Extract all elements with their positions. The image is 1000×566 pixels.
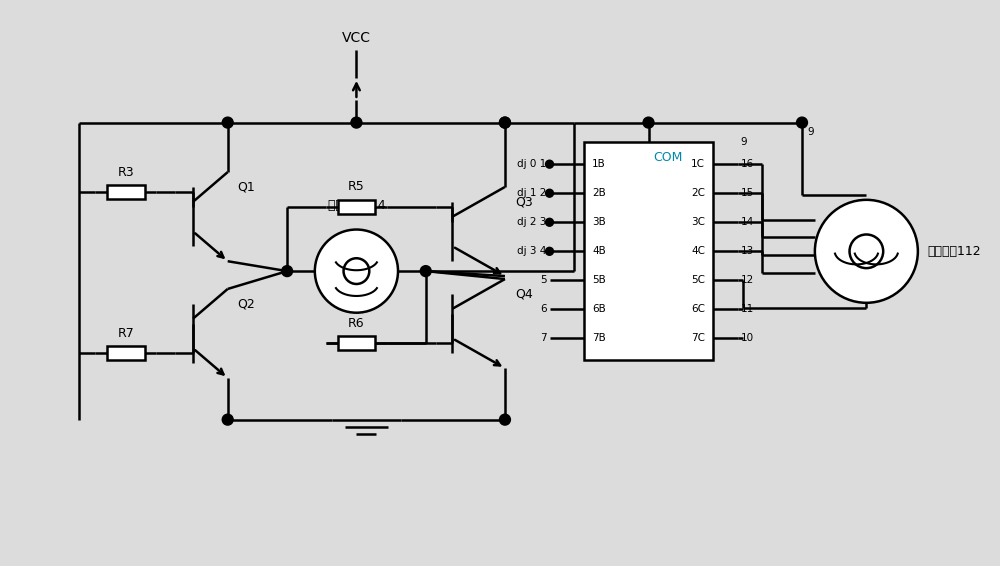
Circle shape — [546, 247, 553, 255]
Text: 9: 9 — [741, 138, 747, 147]
Text: 7B: 7B — [592, 333, 606, 344]
Text: 9: 9 — [807, 127, 814, 138]
Text: 5B: 5B — [592, 276, 606, 285]
Text: 步进电机112: 步进电机112 — [928, 245, 981, 258]
Circle shape — [222, 414, 233, 425]
Text: 5: 5 — [540, 276, 547, 285]
Text: R5: R5 — [348, 181, 365, 194]
Text: dj 1 2: dj 1 2 — [517, 188, 547, 198]
Text: dj 3 4: dj 3 4 — [517, 246, 547, 256]
Circle shape — [351, 117, 362, 128]
Circle shape — [500, 414, 510, 425]
Circle shape — [815, 200, 918, 303]
Text: 3C: 3C — [691, 217, 705, 228]
Text: VCC: VCC — [342, 32, 371, 45]
Circle shape — [546, 160, 553, 168]
Text: Q3: Q3 — [515, 195, 533, 208]
Text: 2B: 2B — [592, 188, 606, 198]
Text: 6: 6 — [540, 305, 547, 314]
Text: 14: 14 — [741, 217, 754, 228]
Circle shape — [797, 117, 807, 128]
Text: R7: R7 — [117, 327, 134, 340]
Text: 13: 13 — [741, 246, 754, 256]
Text: 4B: 4B — [592, 246, 606, 256]
Text: 1C: 1C — [691, 159, 705, 169]
Text: 3B: 3B — [592, 217, 606, 228]
Text: 直流电机 114: 直流电机 114 — [328, 199, 385, 212]
Text: R3: R3 — [117, 166, 134, 179]
Text: 12: 12 — [741, 276, 754, 285]
Bar — [107, 185, 145, 199]
Text: 16: 16 — [741, 159, 754, 169]
Text: 5C: 5C — [691, 276, 705, 285]
Text: COM: COM — [653, 151, 683, 164]
Circle shape — [420, 265, 431, 277]
Circle shape — [344, 258, 369, 284]
Text: Q1: Q1 — [238, 181, 255, 194]
Text: Q4: Q4 — [515, 288, 533, 301]
Text: dj 0 1: dj 0 1 — [517, 159, 547, 169]
Circle shape — [546, 218, 553, 226]
Circle shape — [643, 117, 654, 128]
Text: Q2: Q2 — [238, 297, 255, 310]
Text: 7: 7 — [540, 333, 547, 344]
Circle shape — [282, 265, 293, 277]
Text: 6C: 6C — [691, 305, 705, 314]
Text: dj 2 3: dj 2 3 — [517, 217, 547, 228]
Text: 7C: 7C — [691, 333, 705, 344]
Circle shape — [500, 117, 510, 128]
Text: 15: 15 — [741, 188, 754, 198]
Text: R6: R6 — [348, 317, 365, 330]
Bar — [107, 346, 145, 360]
Circle shape — [850, 234, 883, 268]
Text: 1B: 1B — [592, 159, 606, 169]
Circle shape — [222, 117, 233, 128]
Bar — [584, 143, 713, 360]
Text: 2C: 2C — [691, 188, 705, 198]
Text: 4C: 4C — [691, 246, 705, 256]
Circle shape — [500, 117, 510, 128]
Bar — [338, 336, 375, 350]
Text: 11: 11 — [741, 305, 754, 314]
Text: 6B: 6B — [592, 305, 606, 314]
Bar — [338, 200, 375, 214]
Circle shape — [546, 189, 553, 197]
Circle shape — [315, 230, 398, 312]
Text: 10: 10 — [741, 333, 754, 344]
